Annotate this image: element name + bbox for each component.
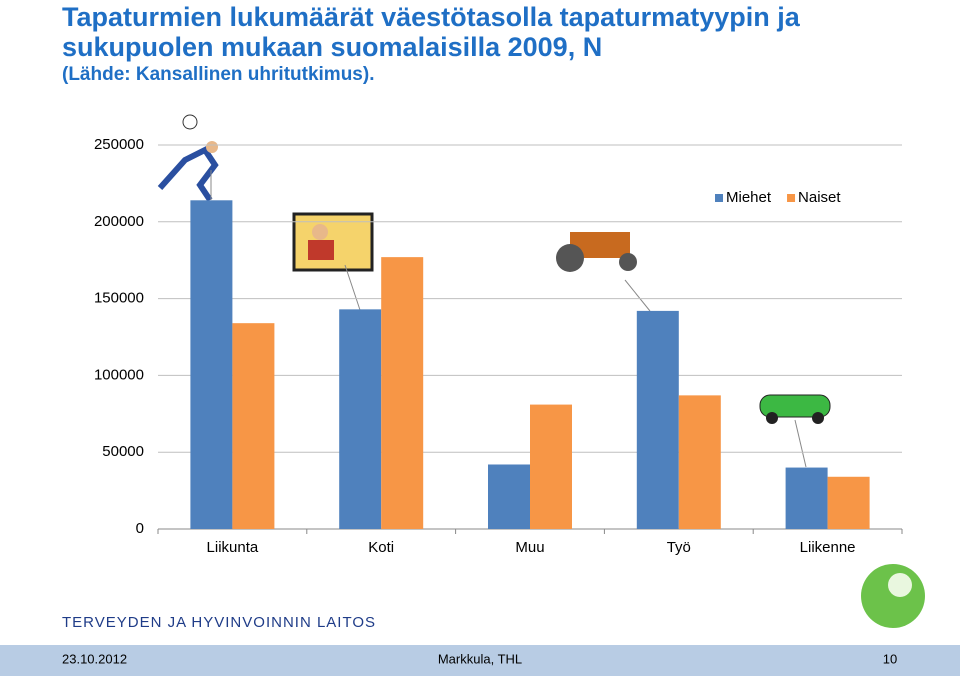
bar (785, 467, 828, 529)
bar (636, 310, 679, 529)
bar (488, 464, 530, 529)
y-tick-label: 100000 (94, 366, 144, 383)
y-tick-label: 50000 (102, 443, 144, 460)
legend-swatch (787, 194, 796, 202)
footer-date: 23.10.2012 (62, 651, 127, 666)
x-tick-label: Liikunta (207, 539, 259, 556)
legend-label: Naiset (798, 189, 841, 206)
bar (678, 395, 721, 529)
footer-band (0, 645, 960, 676)
bar (530, 404, 572, 529)
x-tick-label: Koti (368, 539, 394, 556)
x-tick-label: Työ (667, 539, 691, 556)
y-tick-label: 250000 (94, 136, 144, 153)
bar (232, 323, 275, 529)
y-tick-label: 0 (136, 520, 144, 537)
y-tick-label: 150000 (94, 290, 144, 307)
x-tick-label: Muu (515, 539, 544, 556)
legend-label: Miehet (726, 189, 772, 206)
legend-swatch (715, 194, 723, 202)
footer-author: Markkula, THL (438, 651, 522, 666)
bar (381, 257, 424, 529)
source-note: (Lähde: Kansallinen uhritutkimus). (62, 64, 375, 85)
page-number: 10 (883, 651, 897, 666)
bar (190, 200, 233, 529)
bar (339, 309, 382, 529)
slide-title: Tapaturmien lukumäärät väestötasolla tap… (62, 2, 800, 62)
bar (827, 476, 870, 529)
y-tick-label: 200000 (94, 213, 144, 230)
x-tick-label: Liikenne (800, 539, 856, 556)
logo: TERVEYDEN JA HYVINVOINNIN LAITOS (62, 614, 376, 631)
icons (157, 114, 925, 628)
